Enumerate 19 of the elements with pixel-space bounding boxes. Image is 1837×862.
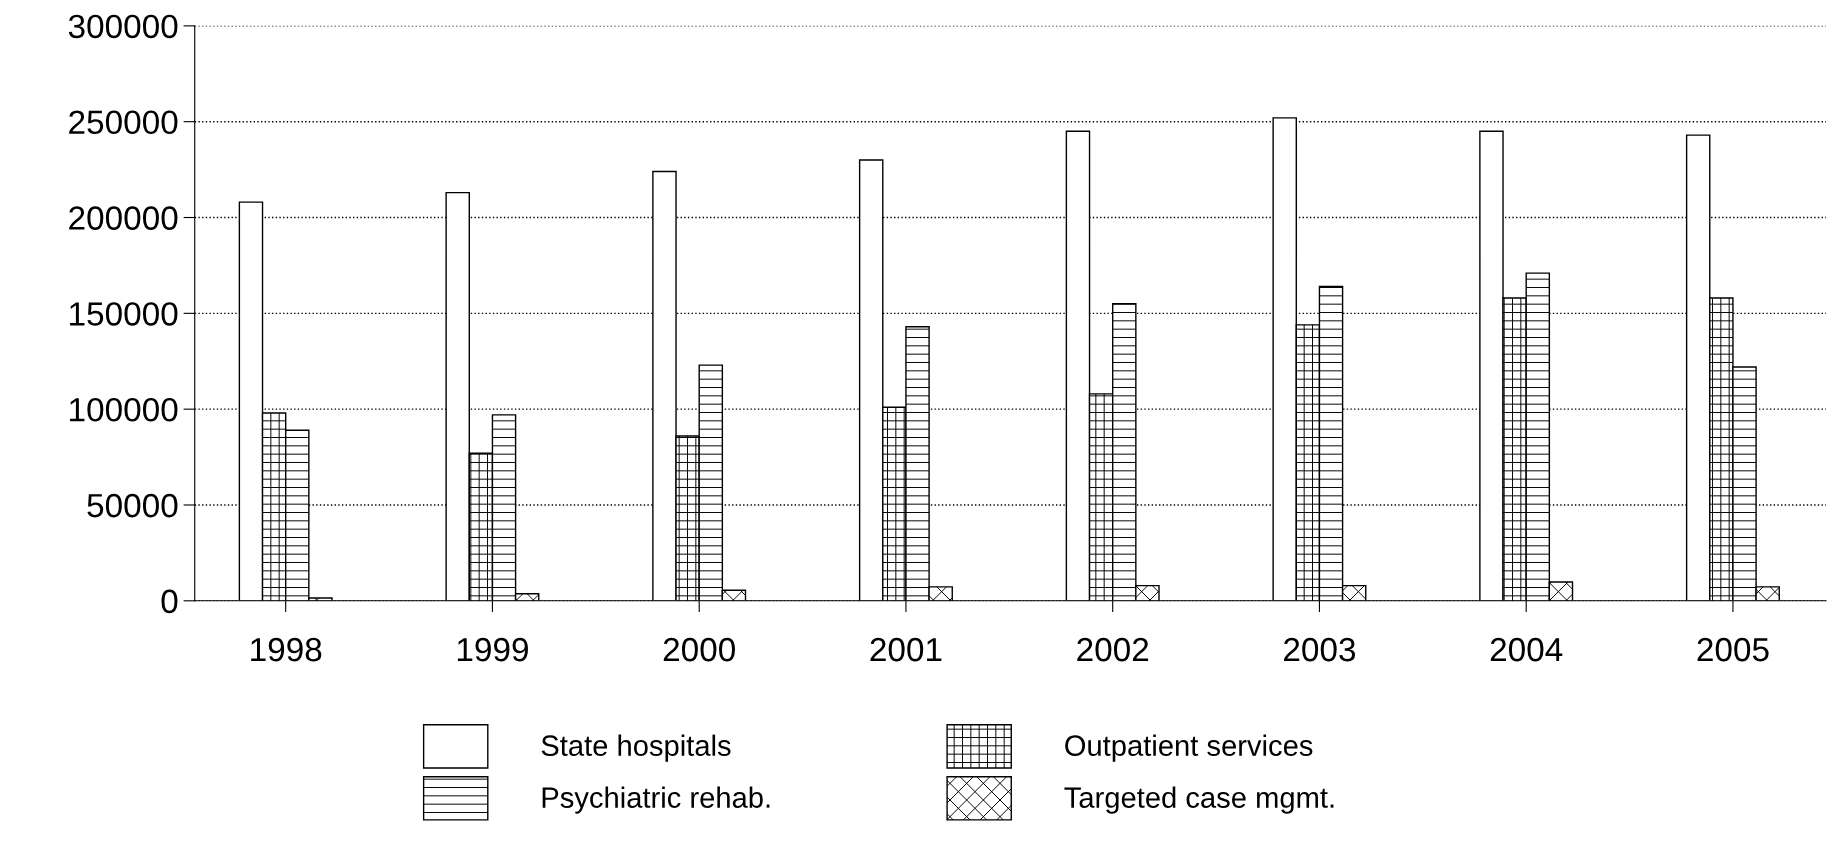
x-tick-label: 2001 [870, 637, 942, 662]
x-tick-label: 1998 [251, 637, 322, 662]
x-tick-label: 1999 [457, 637, 528, 662]
y-tick-label: 100000 [70, 397, 178, 422]
x-tick-label: 2000 [663, 637, 735, 662]
x-tick-label: 2003 [1284, 637, 1356, 662]
y-tick-label: 200000 [69, 206, 178, 230]
legend-label: Targeted case mgmt. [1064, 786, 1334, 814]
x-tick-label: 2005 [1697, 637, 1769, 662]
y-tick-label: 300000 [68, 14, 178, 39]
legend-label: State hospitals [541, 734, 731, 762]
y-tick-label: 50000 [87, 493, 178, 518]
legend-label: Outpatient services [1065, 734, 1313, 762]
y-tick-label: 0 [161, 589, 178, 614]
legend-label: Psychiatric rehab. [542, 786, 770, 814]
x-tick-label: 2002 [1077, 637, 1149, 662]
y-tick-label: 150000 [70, 302, 178, 326]
x-tick-label: 2004 [1490, 637, 1563, 662]
y-tick-label: 250000 [69, 110, 178, 135]
